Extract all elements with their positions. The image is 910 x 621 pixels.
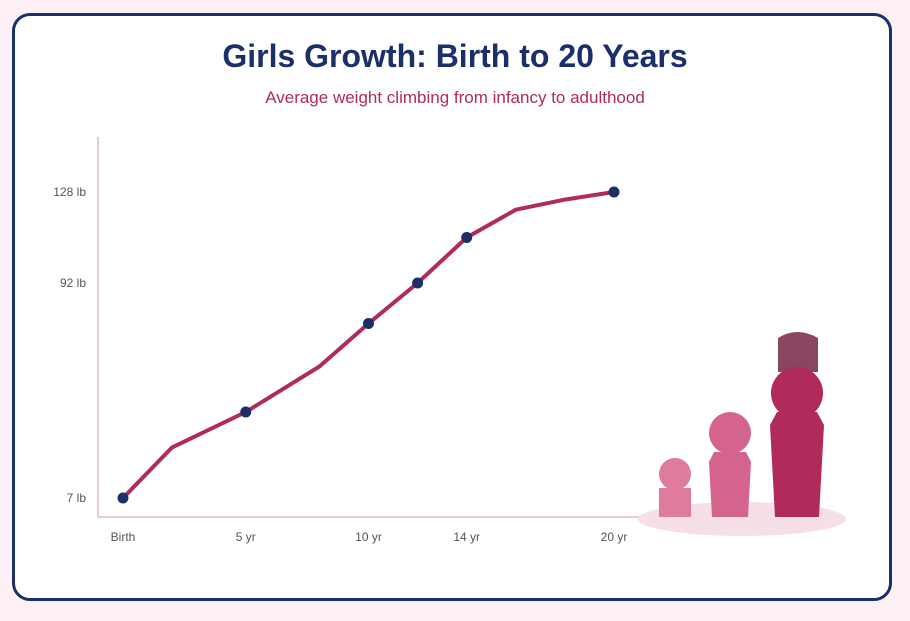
- data-point-marker: [363, 318, 374, 330]
- x-tick-label: 10 yr: [355, 530, 382, 544]
- y-tick-label: 128 lb: [53, 185, 86, 199]
- data-markers: [117, 186, 620, 504]
- x-tick-label: 14 yr: [453, 530, 480, 544]
- data-point-marker: [412, 277, 424, 289]
- x-tick-label: 20 yr: [601, 530, 628, 544]
- medium-figure-head: [709, 412, 751, 454]
- y-tick-labels: 7 lb 92 lb 128 lb: [53, 185, 86, 505]
- large-figure-head: [771, 367, 823, 419]
- weight-series-line: [121, 190, 616, 500]
- chart-title: Girls Growth: Birth to 20 Years: [222, 38, 688, 74]
- data-point-marker: [240, 406, 252, 418]
- y-tick-label: 92 lb: [60, 276, 86, 290]
- large-figure-body: [770, 412, 824, 517]
- x-tick-label: 5 yr: [236, 530, 256, 544]
- medium-figure-body: [709, 452, 751, 517]
- data-point-marker: [461, 232, 473, 244]
- x-tick-labels: Birth 5 yr 10 yr 14 yr 20 yr: [111, 530, 628, 544]
- data-point-marker: [608, 186, 620, 198]
- x-tick-label: Birth: [111, 530, 136, 544]
- small-figure-body: [659, 488, 691, 517]
- data-point-marker: [117, 492, 129, 504]
- growth-figures-illustration: [638, 332, 846, 536]
- small-figure-head: [659, 458, 691, 490]
- y-tick-label: 7 lb: [67, 491, 87, 505]
- chart-subtitle: Average weight climbing from infancy to …: [265, 88, 645, 107]
- large-figure-hat: [778, 332, 818, 372]
